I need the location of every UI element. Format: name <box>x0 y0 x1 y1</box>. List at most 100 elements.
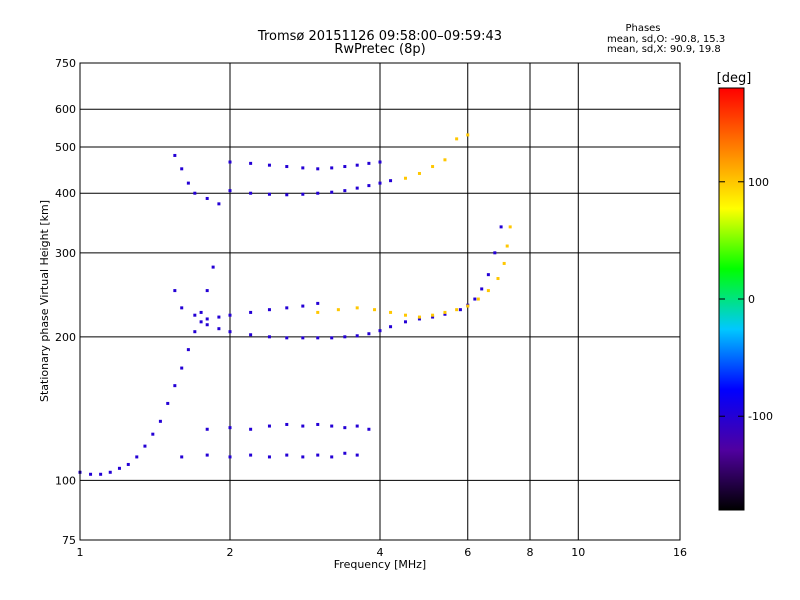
data-point <box>117 466 121 470</box>
colorbar-tick-label: -100 <box>748 410 773 423</box>
y-tick-label: 100 <box>55 474 76 487</box>
data-point <box>378 181 382 185</box>
data-point <box>443 310 447 314</box>
data-point <box>367 184 371 188</box>
data-point <box>443 312 447 316</box>
data-point <box>193 330 197 334</box>
stats-heading: Phases <box>625 23 660 34</box>
data-point <box>480 287 484 291</box>
data-point <box>180 167 184 171</box>
data-point <box>193 191 197 195</box>
data-point <box>205 323 209 327</box>
y-axis-label: Stationary phase Virtual Height [km] <box>38 200 51 402</box>
plot-frame <box>79 62 681 541</box>
data-point <box>173 384 177 388</box>
x-tick-label: 10 <box>571 546 585 559</box>
data-point <box>367 161 371 165</box>
y-tick-label: 400 <box>55 187 76 200</box>
data-point <box>496 277 500 281</box>
data-point <box>108 470 112 474</box>
data-point <box>330 455 334 459</box>
data-point <box>316 310 320 314</box>
data-point <box>285 336 289 340</box>
data-point <box>373 308 377 312</box>
data-point <box>301 455 305 459</box>
data-point <box>228 455 232 459</box>
data-point <box>173 153 177 157</box>
y-tick-label: 200 <box>55 331 76 344</box>
data-point <box>166 401 170 405</box>
stats-line-o: mean, sd,O: -90.8, 15.3 <box>607 34 725 45</box>
data-point <box>417 171 421 175</box>
data-point <box>355 334 359 338</box>
data-point <box>99 472 103 476</box>
data-point <box>193 313 197 317</box>
data-point <box>180 455 184 459</box>
data-point <box>143 444 147 448</box>
y-axis-ticks: 75 100 200 300 400 500 600 750 <box>55 57 76 547</box>
data-point <box>316 453 320 457</box>
y-tick-label: 500 <box>55 141 76 154</box>
data-point <box>355 453 359 457</box>
data-point <box>89 472 93 476</box>
data-point <box>267 424 271 428</box>
data-point <box>199 320 203 324</box>
data-point <box>301 336 305 340</box>
data-point <box>301 304 305 308</box>
data-point <box>301 192 305 196</box>
data-point <box>330 336 334 340</box>
data-point <box>151 432 155 436</box>
data-point <box>505 244 509 248</box>
colorbar-ticks: 100 0 -100 <box>719 176 773 423</box>
colorbar-label: [deg] <box>717 71 752 86</box>
data-point <box>343 335 347 339</box>
data-point <box>343 451 347 455</box>
x-tick-label: 1 <box>77 546 84 559</box>
data-point <box>211 265 215 269</box>
data-point <box>249 191 253 195</box>
colorbar-tick-label: 0 <box>748 293 755 306</box>
colorbar-tick-label: 100 <box>748 176 769 189</box>
data-point <box>443 158 447 162</box>
data-point <box>389 325 393 329</box>
data-point <box>336 308 340 312</box>
data-point <box>205 317 209 321</box>
data-point <box>378 160 382 164</box>
data-point <box>301 166 305 170</box>
x-tick-label: 4 <box>377 546 384 559</box>
data-point <box>249 453 253 457</box>
data-point <box>431 315 435 319</box>
data-point <box>267 308 271 312</box>
data-point <box>473 297 477 301</box>
data-point <box>486 273 490 277</box>
data-point <box>476 297 480 301</box>
data-point <box>417 315 421 319</box>
data-point <box>249 427 253 431</box>
data-point <box>389 310 393 314</box>
data-point <box>486 289 490 293</box>
data-point <box>330 166 334 170</box>
x-axis-label: Frequency [MHz] <box>334 558 426 571</box>
data-point <box>217 202 221 206</box>
data-point <box>367 427 371 431</box>
data-point <box>417 317 421 321</box>
data-point <box>389 179 393 183</box>
data-point <box>493 251 497 255</box>
data-point <box>249 333 253 337</box>
stats-line-x: mean, sd,X: 90.9, 19.8 <box>607 44 721 55</box>
data-point <box>343 189 347 193</box>
data-point <box>455 308 459 312</box>
data-point <box>502 261 506 265</box>
data-point <box>205 453 209 457</box>
y-tick-label: 300 <box>55 247 76 260</box>
y-tick-label: 75 <box>62 534 76 547</box>
data-points <box>78 133 512 476</box>
data-point <box>499 225 503 229</box>
data-point <box>249 310 253 314</box>
data-point <box>355 306 359 310</box>
data-point <box>343 426 347 430</box>
data-point <box>267 192 271 196</box>
data-point <box>466 133 470 137</box>
data-point <box>330 424 334 428</box>
data-point <box>267 163 271 167</box>
